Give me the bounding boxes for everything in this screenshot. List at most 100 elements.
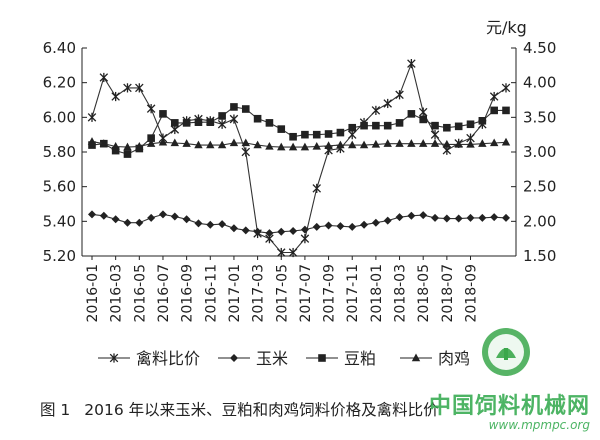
- data-point: [289, 132, 297, 141]
- legend-label: 豆粕: [344, 349, 376, 368]
- data-point: [147, 134, 155, 142]
- data-point: [371, 139, 381, 148]
- data-point: [490, 106, 498, 115]
- figure-number: 图 1: [40, 401, 71, 419]
- data-point: [135, 218, 144, 227]
- data-point: [301, 130, 309, 139]
- left-y-tick-label: 6.00: [43, 108, 76, 126]
- data-point: [111, 146, 120, 155]
- data-point: [407, 110, 416, 118]
- data-point: [312, 130, 321, 139]
- data-point: [454, 214, 463, 223]
- right-y-tick-label: 2.00: [523, 212, 556, 230]
- x-tick-label: 2017-09: [322, 264, 338, 323]
- x-tick-label: 2017-07: [298, 264, 314, 323]
- data-point: [241, 226, 250, 235]
- legend-label: 肉鸡: [438, 349, 470, 368]
- legend-item: 禽料比价: [98, 349, 200, 368]
- chart-axes: 5.20 5.40 5.60 5.80 6.00 6.20 6.40 1.50 2.00 2.50…: [43, 39, 557, 323]
- data-point: [489, 138, 499, 147]
- data-point: [502, 213, 510, 222]
- data-point: [241, 138, 250, 147]
- data-point: [478, 139, 487, 147]
- data-point: [123, 83, 132, 93]
- data-point: [383, 121, 392, 130]
- legend-item: 肉鸡: [400, 349, 470, 368]
- data-point: [147, 213, 156, 222]
- data-point: [99, 72, 109, 83]
- data-point: [348, 140, 357, 149]
- data-point: [288, 247, 298, 258]
- data-point: [430, 130, 440, 140]
- data-point: [466, 139, 475, 148]
- data-point: [371, 105, 381, 115]
- legend-label: 禽料比价: [136, 349, 200, 368]
- data-point: [194, 219, 203, 228]
- data-point: [419, 211, 428, 220]
- data-point: [478, 213, 487, 222]
- data-point: [277, 125, 286, 133]
- x-tick-label: 2016-11: [203, 264, 219, 323]
- x-tick-label: 2018-03: [393, 264, 409, 323]
- data-point: [288, 142, 298, 151]
- data-point: [336, 222, 345, 231]
- data-point: [170, 138, 179, 147]
- legend-marker: [411, 353, 421, 362]
- data-point: [277, 142, 286, 151]
- data-point: [99, 139, 109, 147]
- data-point: [135, 83, 144, 93]
- data-point: [360, 121, 368, 130]
- x-tick-label: 2017-05: [274, 264, 290, 323]
- right-y-tick-label: 1.50: [523, 247, 556, 265]
- data-point: [466, 120, 475, 129]
- data-point: [300, 225, 309, 234]
- data-point: [229, 224, 238, 233]
- x-tick-label: 2018-09: [464, 264, 480, 323]
- data-point: [111, 215, 120, 224]
- data-point: [336, 128, 345, 137]
- data-point: [501, 137, 511, 146]
- data-point: [99, 211, 108, 220]
- legend-label: 玉米: [256, 349, 288, 368]
- data-point: [123, 150, 132, 158]
- data-point: [146, 104, 156, 114]
- watermark-url: www.mpmpc.org: [488, 418, 590, 432]
- data-point: [489, 91, 499, 102]
- legend-marker: [230, 354, 238, 362]
- data-point: [111, 91, 120, 102]
- data-point: [88, 210, 96, 219]
- series-2: [88, 210, 510, 238]
- data-point: [454, 139, 463, 148]
- right-y-tick-label: 3.50: [523, 108, 556, 126]
- data-point: [241, 147, 251, 157]
- data-point: [395, 213, 404, 222]
- data-point: [348, 123, 357, 132]
- right-y-tick-label: 2.50: [523, 178, 556, 196]
- data-point: [395, 139, 404, 147]
- data-point: [88, 141, 96, 149]
- data-point: [123, 142, 132, 151]
- data-point: [312, 141, 321, 150]
- right-y-tick-label: 3.00: [523, 143, 556, 161]
- data-point: [289, 227, 298, 236]
- data-point: [419, 115, 427, 124]
- data-point: [135, 141, 144, 150]
- data-point: [383, 216, 392, 225]
- x-tick-label: 2018-07: [440, 264, 456, 323]
- data-point: [300, 142, 310, 151]
- series-4: [87, 137, 511, 151]
- data-point: [241, 105, 250, 113]
- data-point: [158, 210, 167, 219]
- data-point: [158, 137, 168, 146]
- data-point: [229, 114, 239, 124]
- x-tick-label: 2017-11: [345, 264, 361, 323]
- x-tick-label: 2016-03: [109, 264, 125, 323]
- watermark-logo-icon: [482, 328, 530, 376]
- data-point: [170, 212, 179, 221]
- x-tick-label: 2018-01: [369, 264, 385, 323]
- series-1: [87, 59, 511, 258]
- left-y-tick-label: 5.40: [43, 212, 76, 230]
- data-point: [324, 221, 333, 230]
- data-point: [407, 139, 416, 147]
